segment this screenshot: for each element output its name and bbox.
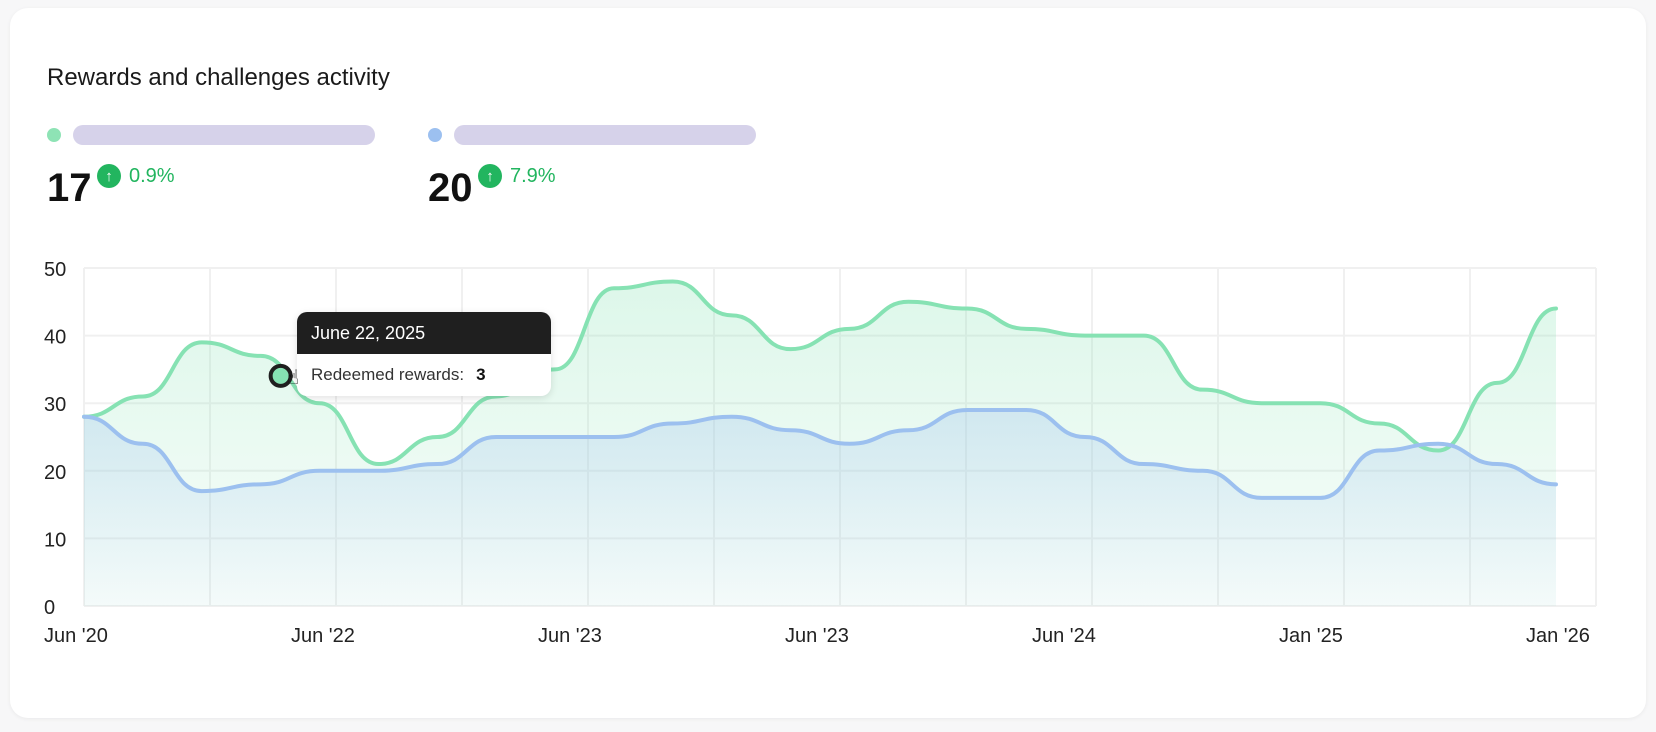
x-tick-label: Jan '25 [1279,625,1343,647]
chart-tooltip: June 22, 2025 Redeemed rewards: 3 [297,312,551,396]
metric-value: 17 [47,166,92,210]
area-chart: 0 10 20 30 40 50 Jun '20 Jun '22 Jun '23 Jun '23… [44,259,1597,647]
legend-label-placeholder [454,125,756,145]
y-tick-label: 0 [44,597,55,619]
y-tick-label: 50 [44,259,66,281]
metric-value: 20 [428,166,473,210]
legend-dot-blue [428,128,442,142]
x-axis-ticks: Jun '20 Jun '22 Jun '23 Jun '23 Jun '24 Jan '… [44,625,1590,647]
legend-dot-green [47,128,61,142]
delta-value: 7.9% [510,164,556,187]
y-tick-label: 10 [44,529,66,551]
tooltip-body: Redeemed rewards: 3 [297,354,551,396]
chart-lines [82,279,1558,500]
x-tick-label: Jun '24 [1032,625,1096,647]
y-tick-label: 20 [44,462,66,484]
tooltip-value: 3 [476,365,486,384]
series-line [82,279,1558,467]
arrow-up-icon: ↑ [97,164,121,188]
rewards-activity-card: Rewards and challenges activity 17 ↑ 0.9… [10,8,1646,718]
chart-areas [84,281,1556,606]
metric-delta: ↑ 7.9% [478,164,556,188]
chart-title: Rewards and challenges activity [47,64,390,91]
y-tick-label: 40 [44,327,66,349]
metric-delta: ↑ 0.9% [97,164,175,188]
x-tick-label: Jan '26 [1526,625,1590,647]
hover-point[interactable] [268,363,293,388]
x-tick-label: Jun '23 [538,625,602,647]
tooltip-label: Redeemed rewards: [311,365,465,384]
x-tick-label: Jun '20 [44,625,108,647]
legend-label-placeholder [73,125,375,145]
hand-cursor-icon: ☝ [287,367,300,389]
tooltip-date: June 22, 2025 [297,312,551,354]
x-tick-label: Jun '22 [291,625,355,647]
y-tick-label: 30 [44,394,66,416]
y-axis-ticks: 0 10 20 30 40 50 [44,259,66,619]
series-line [82,407,1558,500]
delta-value: 0.9% [129,164,175,187]
x-tick-label: Jun '23 [785,625,849,647]
arrow-up-icon: ↑ [478,164,502,188]
series-area [84,409,1556,606]
